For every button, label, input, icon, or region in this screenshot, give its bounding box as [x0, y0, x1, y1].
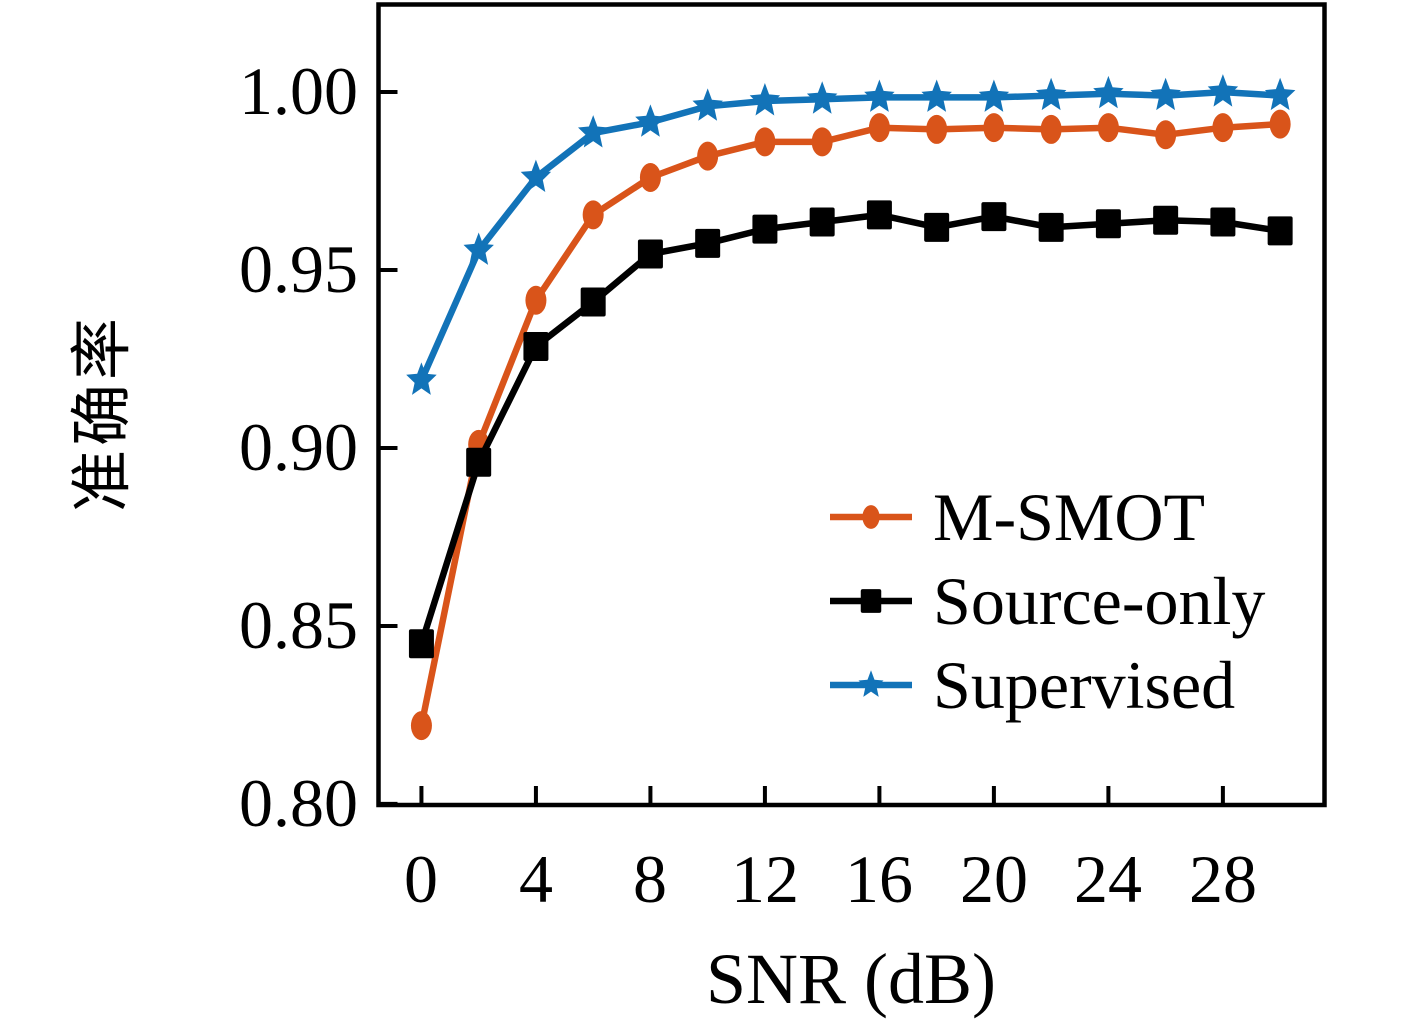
- x-tick-labels: 0 4 8 12 16 20 24 28: [404, 841, 1257, 917]
- y-tick-label: 0.80: [239, 765, 358, 841]
- legend-label-supervised: Supervised: [933, 647, 1235, 723]
- series-marker-source-only: [1153, 205, 1179, 235]
- series-marker-supervised: [749, 83, 781, 116]
- series-marker-source-only: [1038, 212, 1064, 242]
- legend: M-SMOT Source-only Supervised: [933, 479, 1265, 723]
- series-marker-supervised: [1093, 75, 1124, 109]
- series-marker-source-only: [695, 228, 721, 258]
- legend-marker-m-smot: [862, 505, 880, 529]
- plot-area: [376, 2, 1327, 808]
- legend-label-source-only: Source-only: [933, 563, 1265, 639]
- series-marker-m-smot: [1097, 113, 1119, 143]
- series-marker-source-only: [924, 212, 950, 242]
- x-tick-label: 12: [731, 841, 799, 917]
- y-tick-label: 0.95: [239, 231, 358, 307]
- legend-marker-supervised: [858, 670, 884, 697]
- series-marker-supervised: [463, 232, 494, 265]
- series-marker-m-smot: [582, 200, 604, 230]
- x-tick-label: 0: [404, 841, 438, 917]
- series-marker-m-smot: [410, 711, 432, 741]
- series-marker-source-only: [981, 202, 1007, 232]
- y-tick-label: 1.00: [239, 53, 358, 129]
- series-marker-m-smot: [1269, 109, 1291, 139]
- series-marker-supervised: [921, 79, 952, 112]
- series-marker-source-only: [523, 332, 549, 362]
- series-marker-supervised: [406, 362, 437, 395]
- x-axis-label: SNR (dB): [706, 939, 996, 1019]
- series-marker-source-only: [466, 447, 492, 477]
- series-marker-source-only: [752, 214, 778, 244]
- series-marker-m-smot: [868, 113, 890, 143]
- series-marker-supervised: [1264, 77, 1296, 111]
- y-axis-label: 准确率: [69, 314, 137, 512]
- series-marker-m-smot: [1212, 113, 1234, 143]
- legend-label-m-smot: M-SMOT: [933, 479, 1205, 555]
- series-marker-supervised: [864, 79, 895, 112]
- series-marker-source-only: [408, 629, 434, 659]
- series-marker-supervised: [1035, 77, 1067, 111]
- x-tick-label: 20: [960, 841, 1028, 917]
- series-marker-m-smot: [1155, 120, 1177, 150]
- plot-frame: [376, 2, 1327, 808]
- x-tick-label: 16: [845, 841, 913, 917]
- x-tick-label: 24: [1074, 841, 1142, 917]
- series-marker-m-smot: [639, 162, 661, 192]
- series-marker-m-smot: [754, 127, 776, 157]
- series-marker-source-only: [580, 287, 606, 317]
- series-marker-supervised: [520, 159, 552, 192]
- series-marker-source-only: [637, 239, 663, 269]
- series-line-supervised: [418, 88, 1281, 382]
- y-tick-labels: 1.00 0.95 0.90 0.85 0.80: [239, 53, 358, 841]
- series-line-m-smot: [418, 120, 1281, 727]
- x-tick-label: 28: [1189, 841, 1257, 917]
- series-marker-source-only: [1267, 216, 1293, 246]
- series-marker-supervised: [635, 104, 666, 137]
- series-marker-m-smot: [697, 141, 719, 171]
- x-tick-label: 4: [519, 841, 553, 917]
- series-marker-m-smot: [1040, 114, 1062, 144]
- series-line-source-only: [418, 211, 1281, 645]
- y-tick-label: 0.85: [239, 587, 358, 663]
- series-marker-source-only: [809, 207, 835, 237]
- series-marker-supervised: [1150, 77, 1181, 111]
- series-marker-source-only: [866, 200, 892, 230]
- series-marker-m-smot: [811, 127, 833, 157]
- series-marker-source-only: [1095, 209, 1121, 239]
- x-tick-label: 8: [633, 841, 667, 917]
- series-marker-supervised: [1207, 74, 1239, 107]
- series-marker-supervised: [978, 79, 1010, 112]
- series-marker-supervised: [806, 81, 838, 114]
- series-marker-m-smot: [525, 285, 547, 315]
- series-marker-m-smot: [983, 113, 1005, 143]
- series-marker-m-smot: [926, 114, 948, 144]
- legend-marker-source-only: [860, 589, 882, 613]
- series-marker-source-only: [1210, 207, 1236, 237]
- y-tick-label: 0.90: [239, 409, 358, 485]
- series-marker-supervised: [692, 88, 723, 121]
- series-marker-supervised: [578, 115, 609, 148]
